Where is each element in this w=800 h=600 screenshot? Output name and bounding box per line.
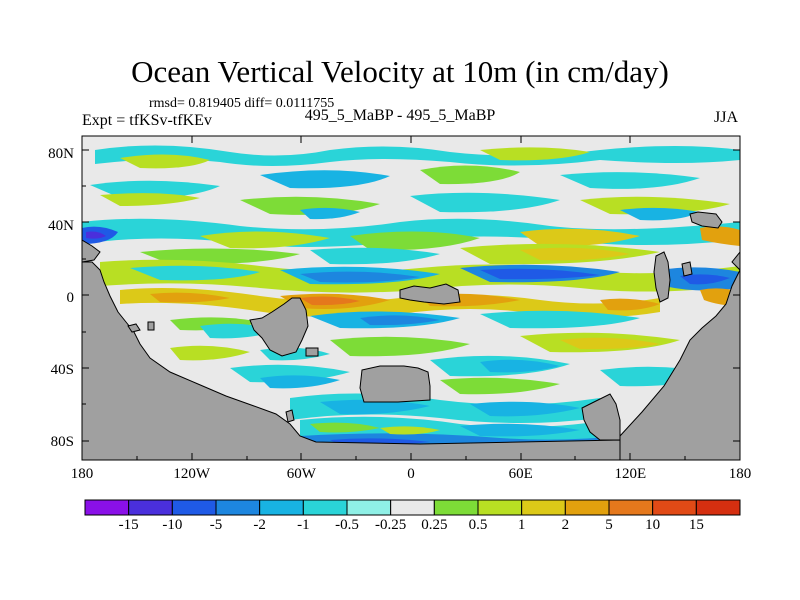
chart-title: Ocean Vertical Velocity at 10m (in cm/da… (131, 54, 669, 89)
land-masses (82, 211, 740, 460)
axis-ticks (82, 136, 740, 460)
lat-tick-label: 80S (50, 434, 74, 450)
colorbar-swatch (390, 499, 435, 516)
colorbar-swatch (346, 499, 392, 516)
colorbar-label: -5 (209, 517, 223, 533)
lon-tick-label: 180 (728, 466, 752, 482)
colorbar-swatch (564, 499, 610, 516)
lon-tick-label: 60E (508, 466, 533, 482)
colorbar-label: 0.25 (421, 517, 448, 533)
season-label: JJA (714, 109, 739, 126)
lat-tick-label: 40S (50, 362, 74, 378)
lon-tick-label: 0 (407, 466, 415, 482)
colorbar-label: 2 (561, 517, 570, 533)
colorbar-swatch (84, 499, 130, 516)
colorbar-label: 10 (645, 517, 661, 533)
colorbar-label: 1 (517, 517, 526, 533)
lat-tick-label: 80N (48, 146, 74, 162)
colorbar-label: 0.5 (468, 517, 488, 533)
map-plot-area (82, 136, 740, 460)
colorbar-label: -2 (253, 517, 266, 533)
colorbar-label: -10 (162, 517, 183, 533)
lon-tick-label: 120W (173, 466, 210, 482)
colorbar-label: -0.25 (375, 517, 407, 533)
colorbar-label: -15 (118, 517, 139, 533)
colorbar (84, 499, 741, 516)
colorbar-swatch (302, 499, 348, 516)
run-label: 495_5_MaBP - 495_5_MaBP (304, 107, 496, 124)
lon-tick-label: 60W (286, 466, 316, 482)
colorbar-swatch (171, 499, 217, 516)
stats-text: rmsd= 0.819405 diff= 0.0111755 (149, 96, 335, 111)
colorbar-label: 5 (605, 517, 613, 533)
colorbar-label: 15 (688, 517, 704, 533)
colorbar-swatch (128, 499, 173, 516)
colorbar-swatch (477, 499, 523, 516)
colorbar-swatch (215, 499, 261, 516)
colorbar-swatch (433, 499, 479, 516)
lon-tick-label: 120E (614, 466, 647, 482)
colorbar-swatch (652, 499, 697, 516)
colorbar-swatch (695, 499, 741, 516)
colorbar-swatch (608, 499, 654, 516)
colorbar-swatch (259, 499, 304, 516)
experiment-label: Expt = tfKSv-tfKEv (82, 112, 212, 129)
colorbar-label: -1 (297, 517, 310, 533)
lat-tick-label: 40N (48, 218, 74, 234)
lon-tick-label: 180 (70, 466, 94, 482)
colorbar-label: -0.5 (335, 517, 359, 533)
colorbar-swatch (521, 499, 566, 516)
lat-tick-label: 0 (66, 290, 75, 306)
